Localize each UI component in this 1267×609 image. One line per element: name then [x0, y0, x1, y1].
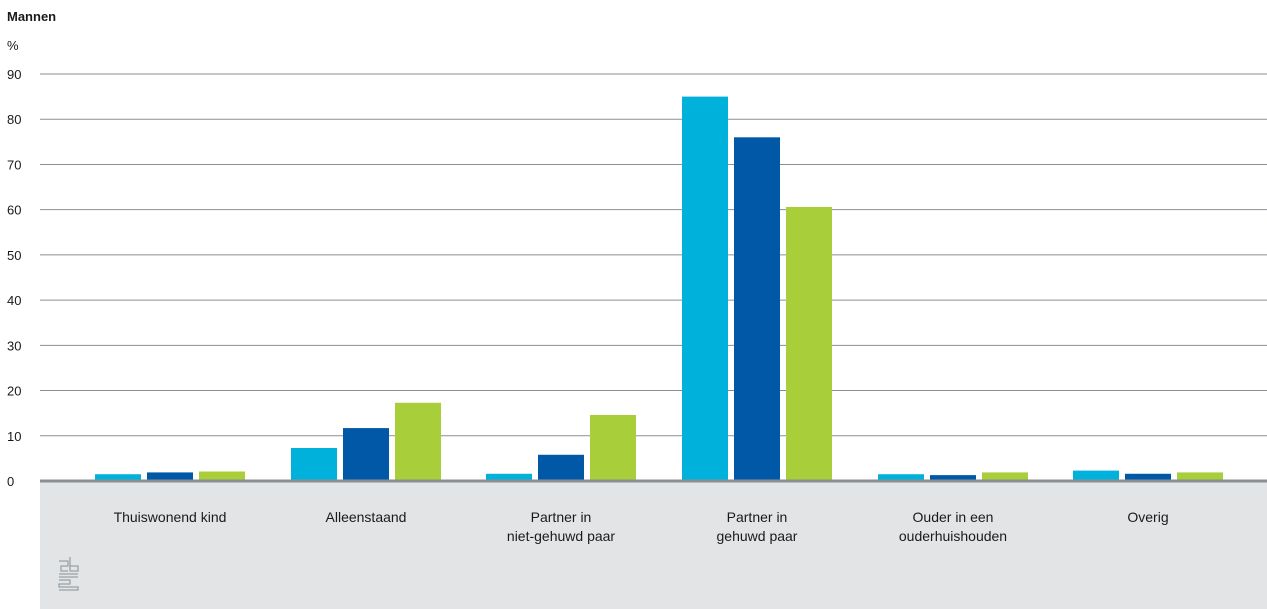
y-tick-label: 90	[7, 67, 21, 82]
y-tick-label: 40	[7, 293, 21, 308]
category-label: Partner in niet-gehuwd paar	[507, 509, 616, 544]
y-tick-label: 30	[7, 338, 21, 353]
y-tick-label: 60	[7, 203, 21, 218]
bar	[343, 428, 389, 481]
bar	[1073, 470, 1119, 481]
category-label-line: Alleenstaand	[326, 509, 407, 525]
category-label: Overig	[1127, 509, 1168, 525]
category-label-line: gehuwd paar	[717, 528, 798, 544]
bar	[930, 475, 976, 481]
category-label-line: Overig	[1127, 509, 1168, 525]
category-label-line: Partner in	[727, 509, 788, 525]
y-axis-unit-label: %	[7, 38, 19, 53]
bar	[147, 472, 193, 481]
category-axis-panel	[40, 481, 1267, 609]
cbs-logo-icon	[58, 557, 79, 591]
bar	[982, 472, 1028, 481]
bar	[590, 414, 636, 481]
bars	[95, 96, 1223, 482]
category-label-line: Thuiswonend kind	[114, 509, 227, 525]
category-label: Thuiswonend kind	[114, 509, 227, 525]
y-tick-label: 70	[7, 157, 21, 172]
category-label-line: Partner in	[531, 509, 592, 525]
y-tick-label: 80	[7, 112, 21, 127]
category-label-line: Ouder in een	[913, 509, 994, 525]
y-tick-label: 20	[7, 384, 21, 399]
category-label: Ouder in een ouderhuishouden	[899, 509, 1007, 544]
chart-title: Mannen	[7, 9, 57, 24]
y-tick-label: 0	[7, 474, 14, 489]
bar	[199, 471, 245, 481]
category-label-line: niet-gehuwd paar	[507, 528, 616, 544]
category-label: Partner in gehuwd paar	[717, 509, 798, 544]
y-tick-label: 10	[7, 429, 21, 444]
bar	[682, 96, 728, 481]
bar	[395, 402, 441, 481]
bar	[878, 474, 924, 481]
gridlines	[40, 73, 1267, 437]
bar	[486, 473, 532, 481]
bar	[538, 454, 584, 481]
bar	[291, 447, 337, 481]
bar	[1125, 473, 1171, 481]
y-tick-label: 50	[7, 248, 21, 263]
category-labels: Thuiswonend kind Alleenstaand Partner in ni…	[114, 509, 1169, 544]
bar	[786, 206, 832, 481]
category-label-line: ouderhuishouden	[899, 528, 1007, 544]
bar	[734, 137, 780, 482]
bar	[1177, 472, 1223, 481]
bar	[95, 474, 141, 481]
category-label: Alleenstaand	[326, 509, 407, 525]
y-tick-labels: 0 10 20 30 40 50 60 70 80 90	[7, 67, 21, 489]
